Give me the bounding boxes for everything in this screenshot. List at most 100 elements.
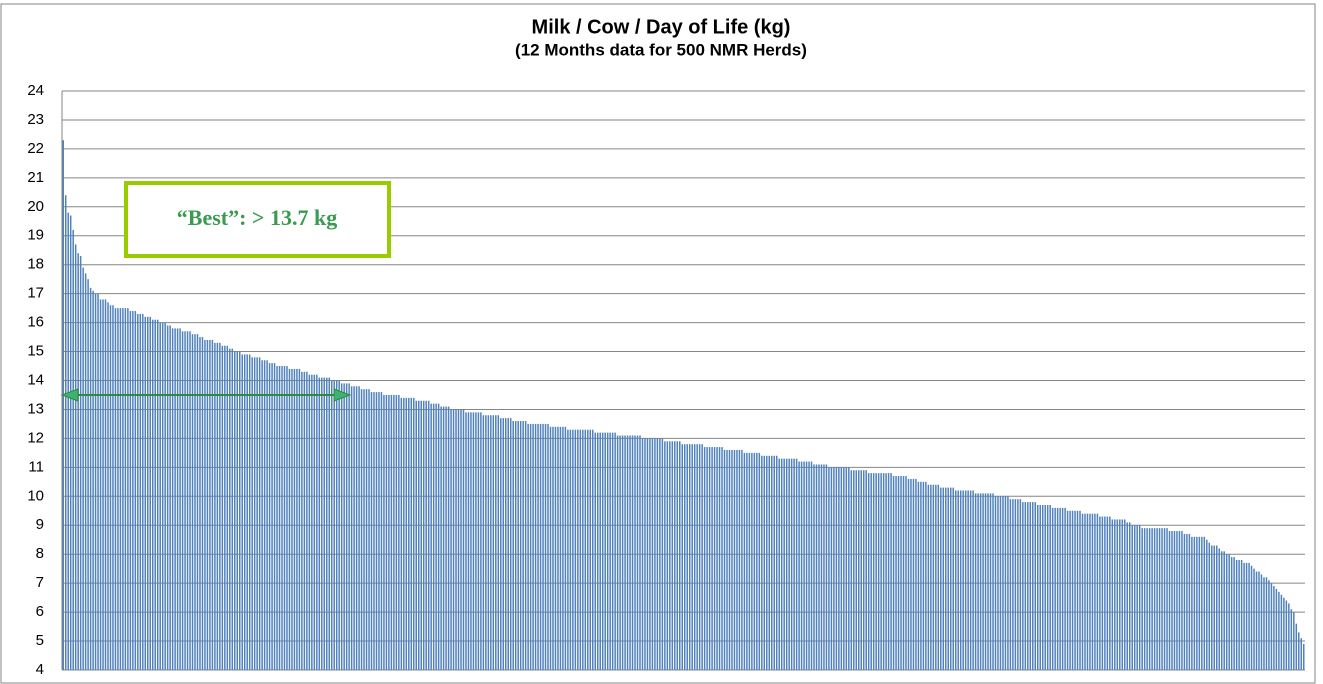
bar	[403, 397, 405, 670]
bar	[726, 449, 728, 670]
bar	[507, 418, 509, 670]
bar	[532, 423, 534, 670]
bar	[984, 493, 987, 670]
bar	[823, 464, 825, 670]
bar	[1176, 531, 1178, 670]
bar	[395, 394, 398, 670]
bar	[771, 455, 773, 670]
bar	[216, 342, 219, 670]
bar	[656, 438, 659, 670]
bar	[763, 455, 766, 670]
bar	[129, 311, 132, 670]
bar	[746, 452, 748, 670]
bar	[935, 484, 937, 670]
bar	[296, 368, 298, 670]
bar	[713, 447, 716, 670]
bar	[962, 490, 964, 670]
bar	[251, 357, 253, 670]
bar	[248, 354, 251, 670]
bar	[420, 400, 422, 670]
bar	[246, 354, 248, 670]
bar	[1183, 533, 1186, 670]
bar	[432, 403, 435, 670]
bar	[388, 394, 390, 670]
bar	[159, 322, 161, 670]
bar	[1243, 562, 1245, 670]
bar	[1218, 548, 1220, 670]
bar	[1121, 519, 1124, 670]
bar	[1220, 551, 1223, 670]
bar	[912, 478, 915, 670]
bar	[564, 426, 567, 670]
bar	[626, 435, 629, 670]
bar	[805, 461, 808, 670]
bar	[659, 438, 661, 670]
bar	[353, 386, 355, 670]
bar	[1295, 623, 1298, 670]
bar	[1089, 513, 1091, 670]
bar	[134, 311, 137, 670]
bar	[231, 348, 234, 670]
bar	[708, 447, 711, 670]
bar	[430, 403, 432, 670]
bar	[676, 441, 679, 670]
bar	[539, 423, 542, 670]
bar	[803, 461, 805, 670]
bar	[599, 432, 601, 670]
bar	[74, 244, 77, 670]
bar	[1096, 513, 1099, 670]
bar	[1074, 510, 1076, 670]
bar	[236, 351, 239, 670]
bar	[380, 392, 383, 670]
bar	[1071, 510, 1074, 670]
bar	[84, 273, 87, 670]
bar	[1235, 559, 1238, 670]
y-tick-label: 12	[27, 429, 44, 446]
bar	[1225, 554, 1228, 670]
bar	[338, 380, 340, 670]
bar	[363, 389, 365, 670]
bar	[99, 299, 102, 670]
bar	[683, 444, 686, 670]
bar	[945, 487, 947, 670]
bar	[1245, 562, 1248, 670]
bar	[698, 444, 701, 670]
bar	[239, 351, 241, 670]
bar	[828, 467, 830, 670]
bar	[800, 461, 803, 670]
bar	[199, 337, 201, 670]
bar	[1186, 533, 1188, 670]
bar	[1153, 528, 1156, 670]
plot-area: 4 5 6 7 8 9 10 11 12 13 14 15 16 17 18 19 20 21 22 23 24	[27, 82, 1305, 678]
bar	[646, 438, 649, 670]
bar	[952, 487, 954, 670]
bar	[142, 313, 144, 670]
bar	[1303, 643, 1305, 670]
bar	[480, 412, 482, 670]
bar	[937, 484, 940, 670]
bar	[281, 366, 283, 670]
bar	[495, 415, 497, 670]
bar	[999, 496, 1002, 670]
bar	[987, 493, 989, 670]
bar	[164, 322, 166, 670]
bar	[139, 313, 142, 670]
bar	[226, 345, 229, 670]
bar	[318, 377, 321, 670]
bar	[171, 328, 174, 670]
bar	[577, 429, 579, 670]
y-tick-label: 6	[36, 603, 44, 620]
bar	[940, 487, 942, 670]
bar	[579, 429, 582, 670]
y-tick-label: 18	[27, 256, 44, 273]
bar	[1163, 528, 1166, 670]
bar	[609, 432, 611, 670]
bar	[97, 293, 99, 670]
bar	[897, 476, 900, 670]
bar	[1141, 528, 1143, 670]
bar	[830, 467, 833, 670]
bar	[457, 409, 460, 670]
bar	[321, 377, 323, 670]
bar	[221, 345, 224, 670]
bar	[1131, 525, 1133, 670]
